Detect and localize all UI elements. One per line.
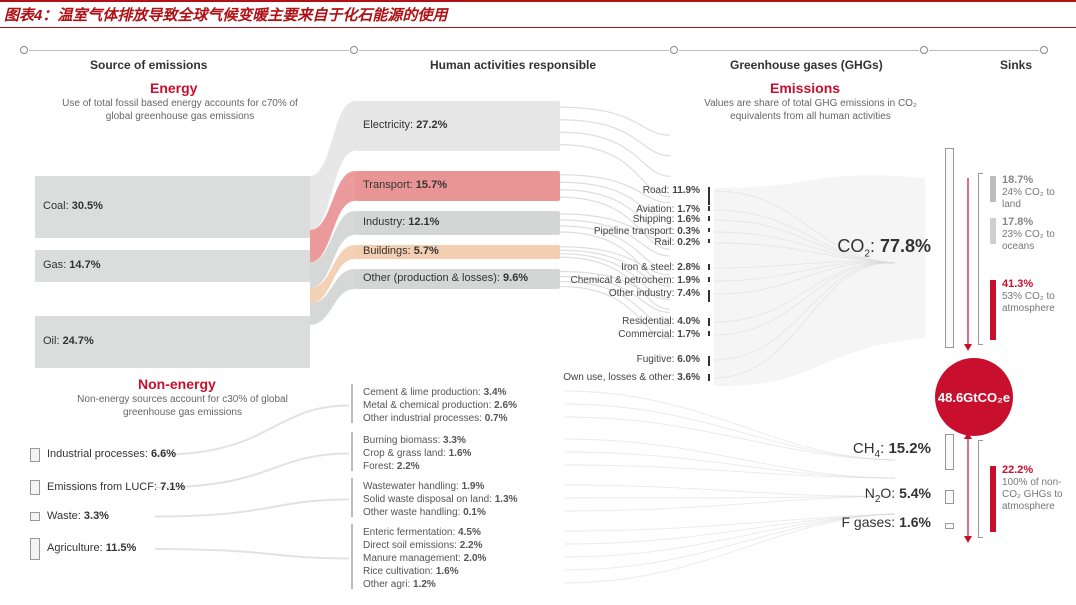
sub-activity-tick	[708, 290, 710, 302]
sink-label: 41.3%53% CO₂ to atmosphere	[1002, 278, 1072, 315]
ghg-label: F gases: 1.6%	[841, 514, 931, 530]
sink-label: 18.7%24% CO₂ to land	[1002, 174, 1072, 211]
sub-activity-tick	[708, 318, 710, 326]
nonenergy-source-box	[30, 448, 40, 462]
col-node	[920, 46, 928, 54]
sub-activity-label: Iron & steel: 2.8%	[550, 262, 700, 273]
sub-activity-label: Other industry: 7.4%	[550, 288, 700, 299]
col-header-ghgs: Greenhouse gases (GHGs)	[730, 58, 883, 72]
col-header-sources: Source of emissions	[90, 58, 207, 72]
header-line	[29, 50, 349, 51]
energy-source-label: Oil: 24.7%	[43, 335, 94, 347]
activity-label: Transport: 15.7%	[363, 179, 447, 191]
sink-label: 17.8%23% CO₂ to oceans	[1002, 216, 1072, 253]
sub-activity-tick	[708, 187, 710, 205]
nonenergy-source-label: Agriculture: 11.5%	[47, 542, 136, 554]
sub-activity-tick	[708, 356, 710, 366]
activity-label: Buildings: 5.7%	[363, 245, 439, 257]
activity-label: Other (production & losses): 9.6%	[363, 272, 528, 284]
nonenergy-source-box	[30, 512, 40, 521]
ghg-label: CH4: 15.2%	[853, 440, 931, 460]
ghg-label: N2O: 5.4%	[865, 485, 931, 505]
nonenergy-title: Non-energy	[138, 376, 216, 392]
sub-activity-tick	[708, 216, 710, 221]
nonenergy-activity-group: Cement & lime production: 3.4%Metal & ch…	[363, 386, 573, 425]
sink-bar	[990, 466, 996, 532]
ghg-box	[945, 434, 954, 470]
sink-bracket-co2	[978, 173, 983, 345]
energy-source-label: Coal: 30.5%	[43, 200, 103, 212]
sink-arrow	[964, 536, 972, 543]
sub-activity-label: Residential: 4.0%	[550, 316, 700, 327]
chart-title: 图表4：温室气体排放导致全球气候变暖主要来自于化石能源的使用	[0, 0, 1076, 28]
nonenergy-source-label: Waste: 3.3%	[47, 510, 109, 522]
col-node	[20, 46, 28, 54]
ghg-box	[945, 148, 954, 348]
header-line	[359, 50, 669, 51]
col-node	[1040, 46, 1048, 54]
nonenergy-activity-group: Burning biomass: 3.3%Crop & grass land: …	[363, 434, 573, 473]
ghg-label: CO2: 77.8%	[837, 236, 931, 260]
sub-activity-label: Shipping: 1.6%	[550, 214, 700, 225]
energy-source-label: Gas: 14.7%	[43, 259, 101, 271]
nonenergy-source-label: Industrial processes: 6.6%	[47, 448, 176, 460]
header-line	[929, 50, 1039, 51]
energy-subtitle: Use of total fossil based energy account…	[55, 98, 305, 123]
col-header-activities: Human activities responsible	[430, 58, 596, 72]
sub-activity-label: Rail: 0.2%	[550, 237, 700, 248]
sub-activity-tick	[708, 277, 710, 282]
sub-activity-tick	[708, 239, 710, 243]
energy-title: Energy	[150, 80, 197, 96]
sub-activity-label: Fugitive: 6.0%	[550, 354, 700, 365]
sub-activity-label: Chemical & petrochem: 1.9%	[550, 275, 700, 286]
sub-activity-label: Own use, losses & other: 3.6%	[550, 372, 700, 383]
nonenergy-activity-group: Enteric fermentation: 4.5%Direct soil em…	[363, 526, 573, 591]
nonenergy-source-label: Emissions from LUCF: 7.1%	[47, 481, 185, 493]
emissions-title: Emissions	[770, 80, 840, 96]
sub-activity-label: Road: 11.9%	[550, 185, 700, 196]
sink-bracket-nonco2	[978, 440, 983, 538]
sink-bar	[990, 176, 996, 202]
sink-bar	[990, 218, 996, 244]
sub-activity-tick	[708, 331, 710, 336]
sub-activity-tick	[708, 264, 710, 270]
sub-activity-tick	[708, 374, 710, 381]
sankey-diagram: Source of emissions Human activities res…	[0, 28, 1076, 603]
col-node	[670, 46, 678, 54]
sub-activity-label: Pipeline transport: 0.3%	[550, 226, 700, 237]
sub-activity-tick	[708, 206, 710, 211]
total-emissions-bubble: 48.6GtCO₂e	[935, 358, 1013, 436]
activity-label: Electricity: 27.2%	[363, 119, 447, 131]
header-line	[679, 50, 919, 51]
sub-activity-tick	[708, 228, 710, 232]
sink-label: 22.2%100% of non-CO₂ GHGs to atmosphere	[1002, 464, 1072, 513]
emissions-subtitle: Values are share of total GHG emissions …	[688, 98, 933, 123]
nonenergy-source-box	[30, 538, 40, 560]
col-header-sinks: Sinks	[1000, 58, 1032, 72]
ghg-box	[945, 490, 954, 504]
nonenergy-activity-group: Wastewater handling: 1.9%Solid waste dis…	[363, 480, 573, 519]
sink-arrow	[964, 344, 972, 351]
activity-label: Industry: 12.1%	[363, 216, 439, 228]
sub-activity-label: Commercial: 1.7%	[550, 329, 700, 340]
col-node	[350, 46, 358, 54]
ghg-box	[945, 523, 954, 529]
sink-arrow-up	[964, 432, 972, 439]
sink-bar	[990, 280, 996, 340]
nonenergy-subtitle: Non-energy sources account for c30% of g…	[65, 394, 300, 419]
nonenergy-source-box	[30, 480, 40, 495]
